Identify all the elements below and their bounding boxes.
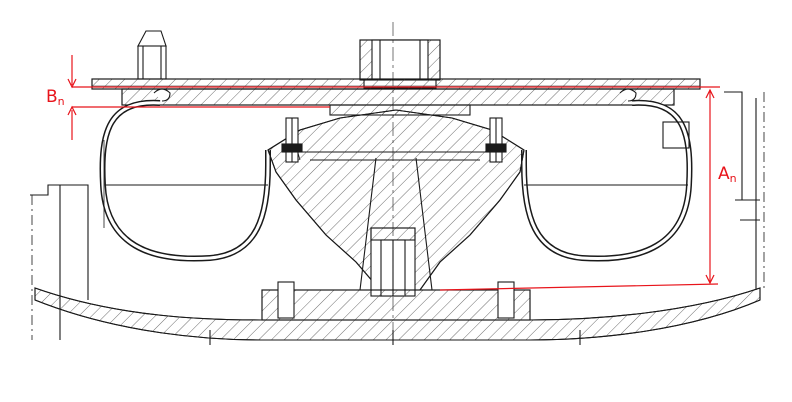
right-volute-housing xyxy=(521,99,693,262)
top-nozzle xyxy=(137,30,167,80)
left-fastener xyxy=(281,117,303,163)
impeller-rotor xyxy=(267,109,525,291)
dimension-b xyxy=(67,55,720,140)
top-plate xyxy=(91,78,701,90)
dimension-a xyxy=(439,88,719,291)
right-support-wall xyxy=(724,91,765,290)
label-a-n: An xyxy=(718,164,737,185)
right-fastener xyxy=(485,117,507,163)
left-support-wall xyxy=(30,184,89,340)
bottom-base-plate xyxy=(34,287,761,341)
lower-mounting-ring xyxy=(261,281,531,321)
label-b-n: Bn xyxy=(46,87,65,108)
left-volute-housing xyxy=(99,99,271,262)
flange-plate xyxy=(121,88,675,116)
